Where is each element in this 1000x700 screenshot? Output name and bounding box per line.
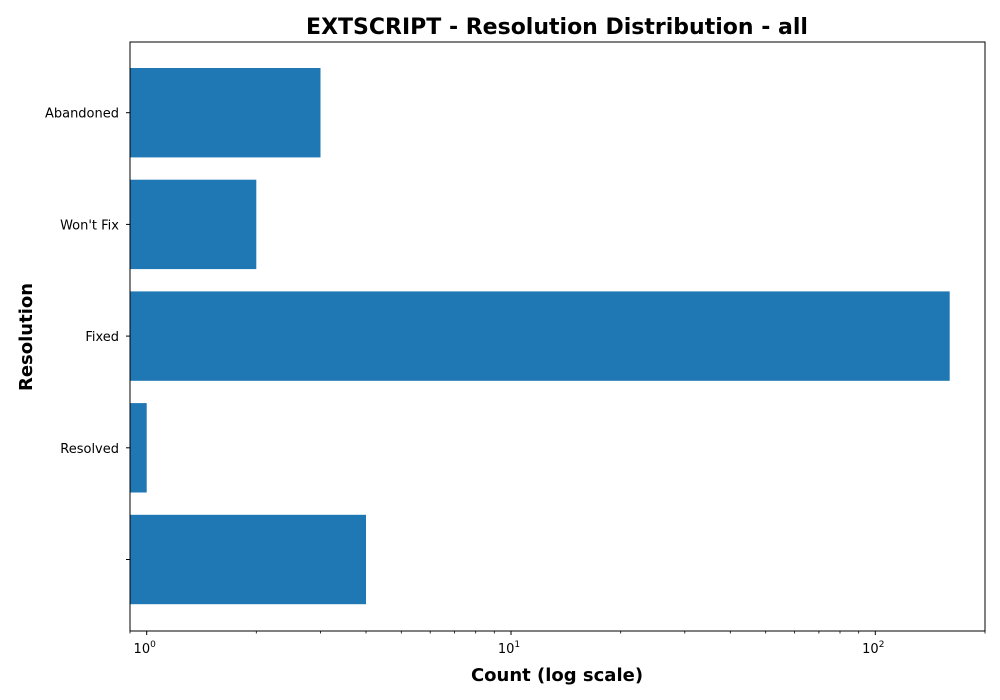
x-axis-label: Count (log scale) (471, 665, 643, 686)
bar-fixed (130, 291, 950, 381)
y-tick-label: Won't Fix (60, 218, 119, 233)
x-tick-label: 102 (862, 640, 884, 657)
y-axis-ticks: Resolved Fixed Won't Fix Abandoned (45, 107, 130, 560)
chart-title: EXTSCRIPT - Resolution Distribution - al… (306, 15, 808, 40)
x-tick-label: 100 (134, 640, 157, 657)
bar-abandoned (130, 68, 321, 158)
bars-group (130, 68, 950, 605)
y-tick-label: Abandoned (45, 107, 119, 122)
y-tick-label: Fixed (85, 330, 119, 345)
bar-resolved (130, 403, 147, 493)
x-axis-ticks: 100 101 102 (129, 631, 986, 657)
bar-blank (130, 514, 366, 605)
x-tick-label: 101 (498, 640, 520, 657)
y-tick-label: Resolved (60, 442, 119, 457)
y-axis-label: Resolution (16, 283, 37, 391)
bar-won-t-fix (130, 179, 257, 270)
